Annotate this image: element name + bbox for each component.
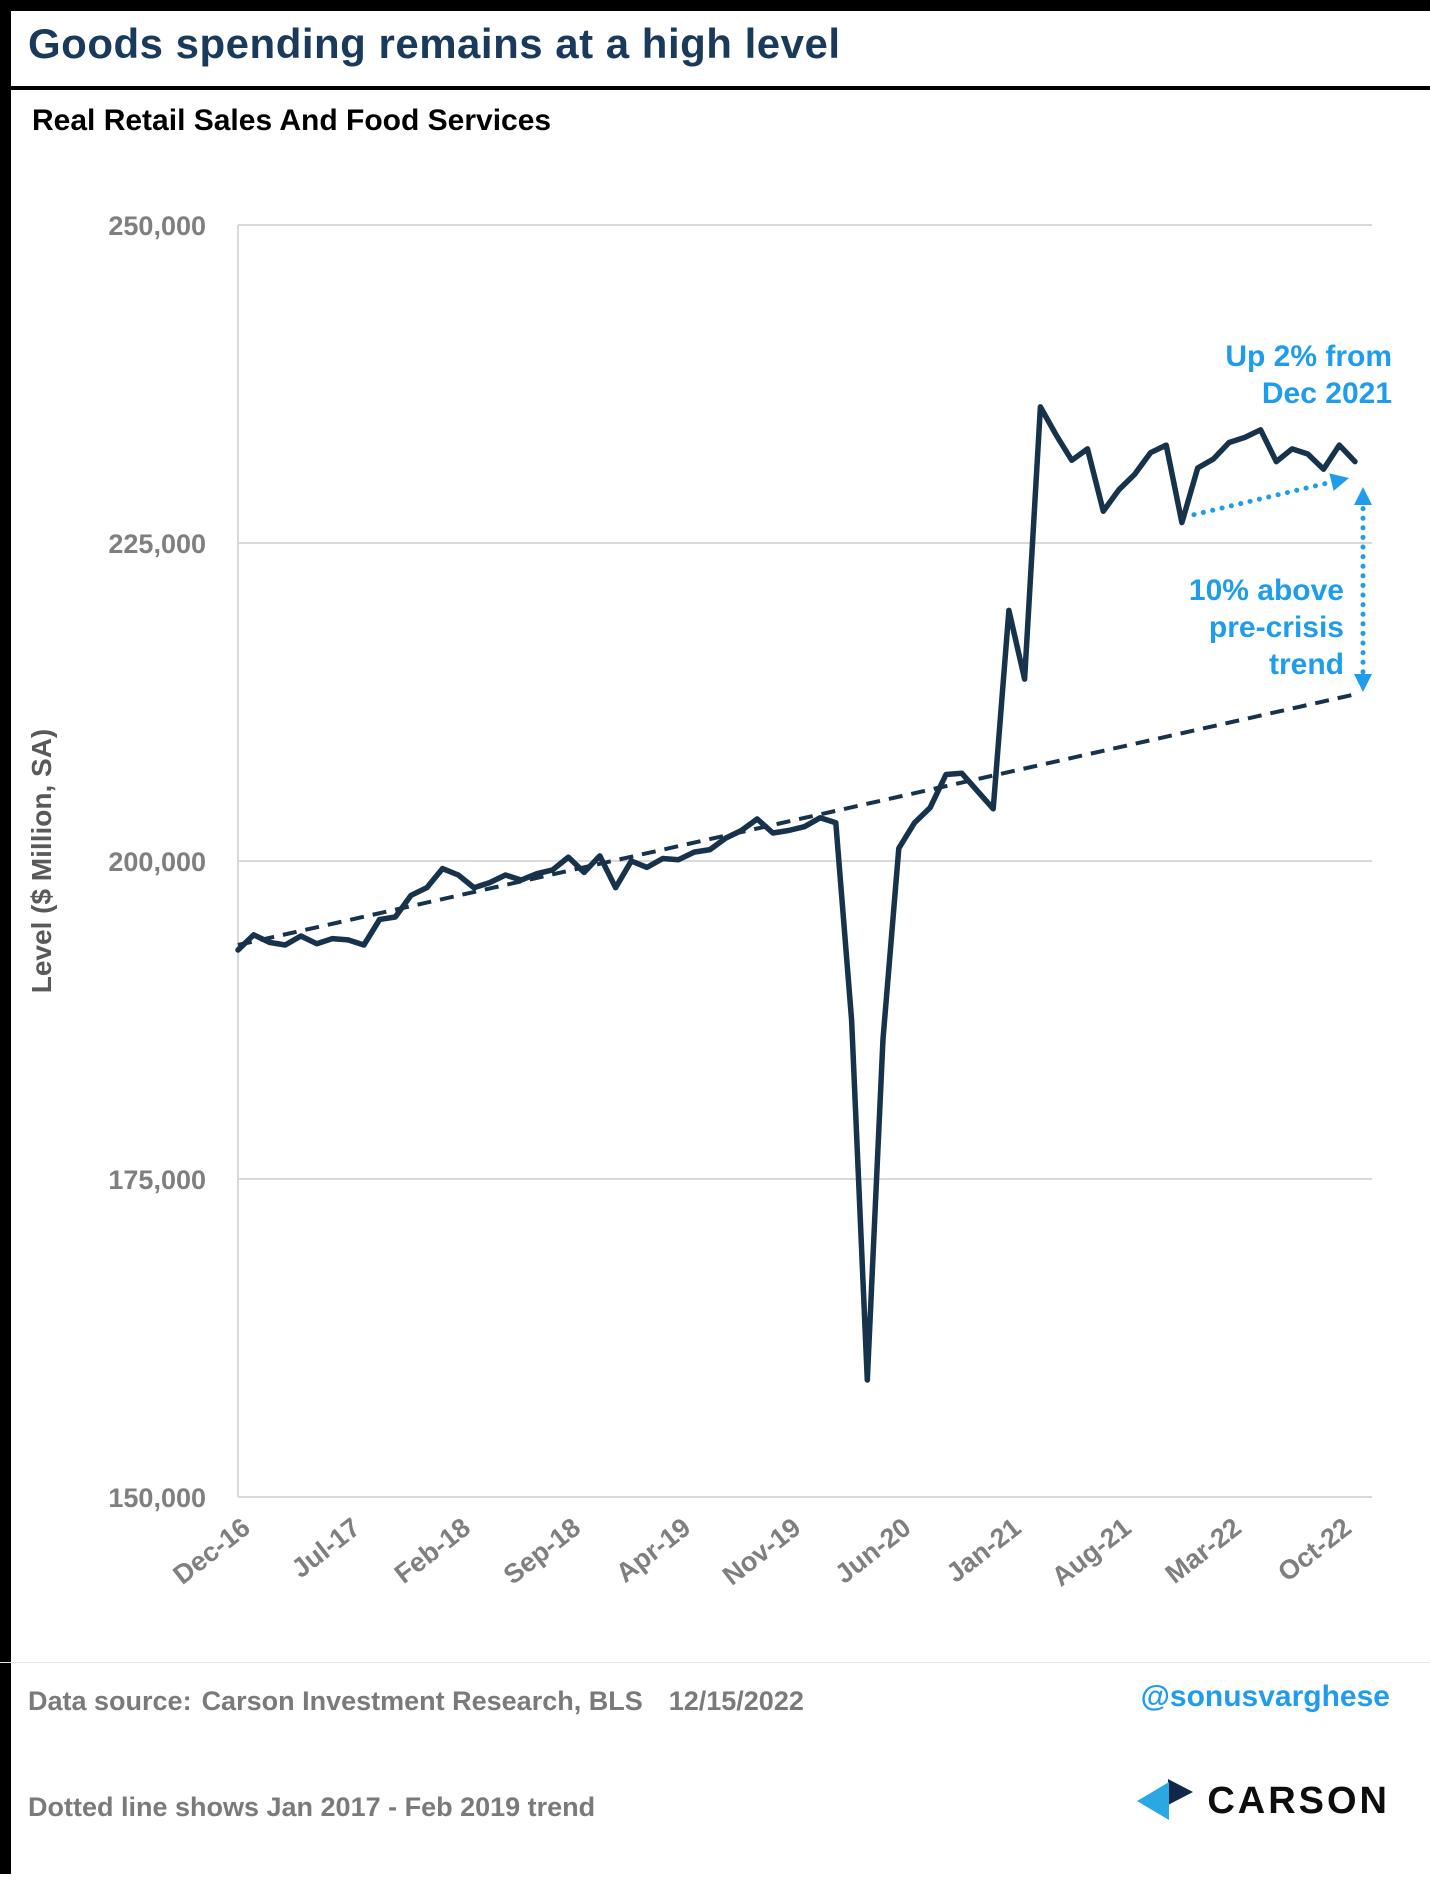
annotation-above-trend: 10% above pre-crisis trend (1188, 574, 1344, 681)
page-title: Goods spending remains at a high level (28, 20, 841, 67)
up2-arrow (1191, 478, 1339, 518)
x-tick-label: Aug-21 (1046, 1512, 1137, 1592)
twitter-handle: @sonusvarghese (1140, 1680, 1390, 1713)
carson-logo-icon (1137, 1779, 1194, 1820)
line-chart: 250,000 225,000 200,000 175,000 150,000Dec-1… (108, 211, 1372, 1592)
annotation-up-2pct: Up 2% from Dec 2021 (1225, 340, 1392, 410)
x-tick-label: Oct-22 (1272, 1512, 1357, 1587)
x-tick-label: Nov-19 (717, 1512, 806, 1591)
top-border (0, 0, 1430, 11)
y-tick-label: 150,000 (108, 1483, 206, 1513)
x-tick-label: Apr-19 (610, 1512, 696, 1588)
y-tick-label: 200,000 (108, 847, 206, 877)
data-source-value: Carson Investment Research, BLS (201, 1686, 643, 1716)
data-source-date: 12/15/2022 (668, 1686, 804, 1716)
x-tick-label: Dec-16 (167, 1512, 255, 1590)
trend-gap-arrowhead-up (1354, 487, 1372, 505)
y-axis-title: Level ($ Million, SA) (26, 728, 57, 994)
carson-logo: CARSON (1135, 1776, 1390, 1826)
y-tick-label: 175,000 (108, 1165, 206, 1195)
x-tick-label: Mar-22 (1160, 1512, 1247, 1589)
data-source-label: Data source: (28, 1686, 192, 1716)
trend-footnote: Dotted line shows Jan 2017 - Feb 2019 tr… (28, 1792, 596, 1822)
trend-gap-arrowhead-down (1354, 674, 1372, 692)
y-tick-label: 225,000 (108, 529, 206, 559)
x-tick-label: Jan-21 (941, 1512, 1027, 1588)
retail-sales-line (235, 404, 1358, 1383)
trend-line (237, 692, 1356, 947)
x-tick-label: Sep-18 (498, 1512, 586, 1590)
data-source: Data source: Carson Investment Research,… (28, 1686, 804, 1717)
up2-arrowhead (1329, 473, 1349, 491)
y-tick-label: 250,000 (108, 211, 206, 241)
chart-subtitle: Real Retail Sales And Food Services (32, 104, 552, 137)
title-divider (0, 86, 1430, 90)
footer-divider (0, 1662, 1430, 1663)
x-tick-label: Feb-18 (389, 1512, 476, 1589)
left-border (0, 0, 11, 1874)
carson-logo-text: CARSON (1207, 1779, 1390, 1822)
x-tick-label: Jul-17 (286, 1512, 366, 1584)
x-tick-label: Jun-20 (829, 1512, 916, 1589)
